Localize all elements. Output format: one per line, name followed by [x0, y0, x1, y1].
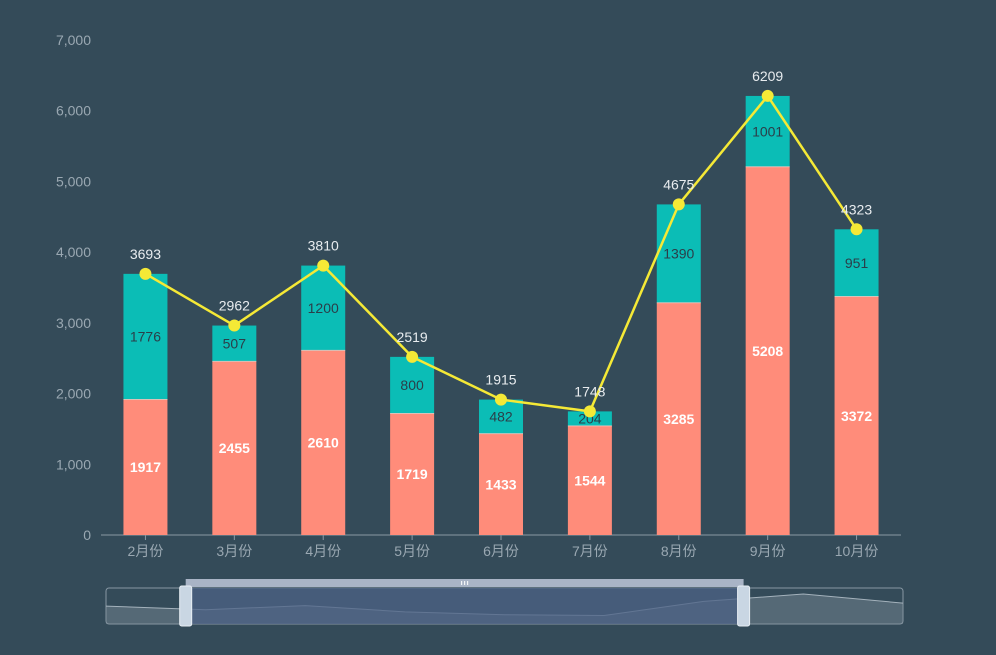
bar-top-label: 204	[578, 411, 602, 427]
bar-bottom	[212, 361, 257, 535]
bar-top	[390, 356, 435, 414]
bar-top-label: 800	[400, 377, 424, 393]
total-label: 4323	[841, 201, 872, 217]
x-tick-label: 6月份	[483, 543, 519, 559]
bar-top	[656, 204, 701, 303]
total-point	[495, 393, 507, 406]
total-point	[850, 223, 863, 236]
zoom-selected-window	[185, 588, 744, 624]
bar-top-label: 1001	[752, 123, 783, 139]
x-axis: 2月份 3月份 4月份 5月份 6月份 7月份 8月份 9月份 10月份	[101, 534, 901, 559]
total-label: 3810	[308, 238, 339, 254]
zoom-end-handle[interactable]	[737, 585, 751, 627]
bar-bottom	[567, 425, 612, 535]
bar-labels-layer: 1917 1776 2455 507 2610 1200 1719 800 1433 482 154…	[130, 123, 872, 492]
y-tick-label: 5,000	[56, 173, 91, 189]
bar-top-label: 951	[845, 255, 869, 271]
total-point	[406, 350, 419, 363]
bar-top-label: 1390	[663, 246, 694, 262]
bar-bottom-label: 2455	[219, 440, 250, 456]
bar-bottom-label: 1719	[397, 466, 428, 482]
total-point	[672, 198, 685, 211]
total-label: 1915	[485, 372, 516, 388]
total-point	[583, 405, 596, 418]
total-label: 2962	[219, 298, 250, 314]
x-tick-label: 8月份	[661, 543, 697, 559]
bar-bottom-label: 3285	[663, 411, 694, 427]
bar-bottom-label: 5208	[752, 343, 783, 359]
total-label: 2519	[397, 329, 428, 345]
bar-top	[567, 411, 612, 426]
bar-top-label: 1200	[308, 300, 339, 316]
x-tick-label: 9月份	[750, 543, 786, 559]
data-zoom-slider[interactable]	[105, 579, 904, 627]
line-layer: 3693 2962 3810 2519 1915 1748 4675 6209 4323	[130, 68, 872, 418]
x-tick-label: 4月份	[305, 543, 341, 559]
total-point	[761, 89, 774, 102]
bars-layer	[123, 95, 879, 535]
bar-bottom	[479, 433, 523, 535]
x-tick-label: 5月份	[394, 543, 430, 559]
total-label: 6209	[752, 68, 783, 84]
bar-top	[745, 95, 790, 167]
bar-bottom	[656, 302, 701, 535]
y-axis: 0 1,000 2,000 3,000 4,000 5,000 6,000 7,000	[56, 32, 91, 543]
bar-bottom	[123, 399, 168, 535]
bar-top-label: 482	[489, 409, 513, 425]
y-tick-label: 3,000	[56, 315, 91, 331]
bar-bottom	[301, 350, 346, 535]
bar-bottom-label: 1544	[574, 472, 605, 488]
bar-top-label: 507	[223, 335, 247, 351]
bar-bottom	[834, 296, 879, 535]
total-point	[139, 267, 152, 280]
total-label: 3693	[130, 246, 161, 262]
bar-bottom	[390, 413, 435, 535]
bar-top-label: 1776	[130, 329, 161, 345]
zoom-start-handle[interactable]	[179, 585, 193, 627]
total-point	[228, 319, 241, 332]
bar-bottom	[745, 166, 790, 535]
y-tick-label: 0	[83, 527, 91, 543]
total-label: 1748	[574, 383, 605, 399]
y-tick-label: 2,000	[56, 386, 91, 402]
bar-bottom-label: 1917	[130, 459, 161, 475]
bar-bottom-label: 3372	[841, 408, 872, 424]
x-tick-label: 2月份	[128, 543, 164, 559]
bar-bottom-label: 2610	[308, 435, 339, 451]
y-tick-label: 6,000	[56, 103, 91, 119]
bar-top	[834, 229, 879, 297]
y-tick-label: 7,000	[56, 32, 91, 48]
total-label: 4675	[663, 176, 694, 192]
y-tick-label: 4,000	[56, 244, 91, 260]
x-tick-label: 3月份	[216, 543, 252, 559]
bar-bottom-label: 1433	[485, 476, 516, 492]
x-tick-label: 7月份	[572, 543, 608, 559]
x-tick-label: 10月份	[835, 543, 879, 559]
y-tick-label: 1,000	[56, 456, 91, 472]
bar-top	[123, 273, 168, 400]
total-point	[317, 259, 330, 272]
